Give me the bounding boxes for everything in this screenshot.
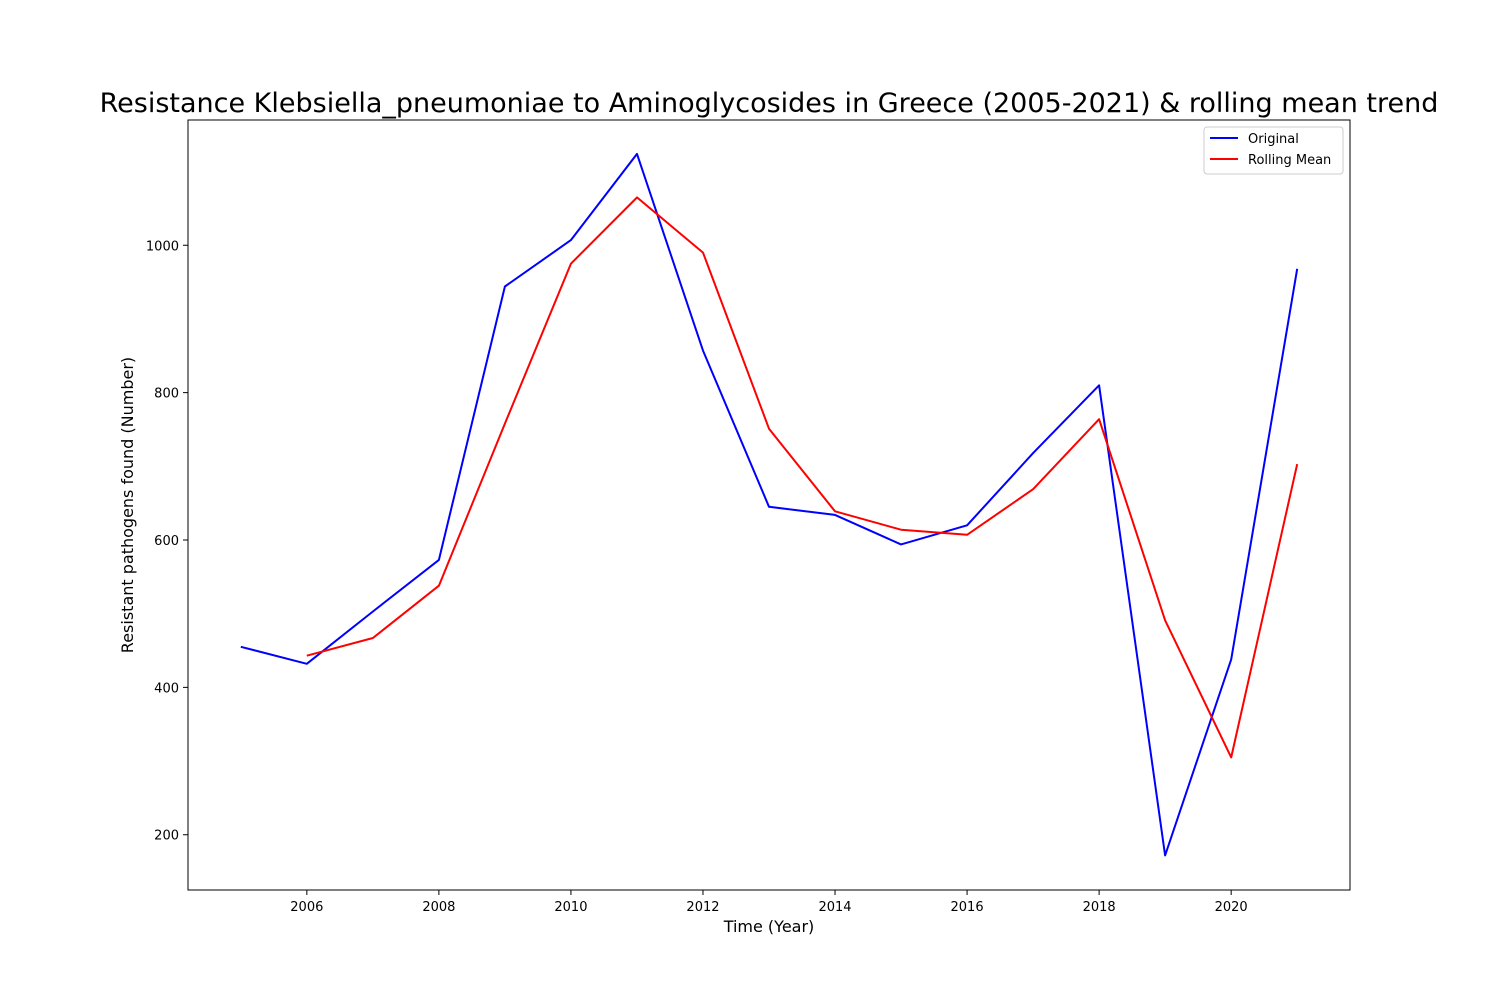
y-tick-label: 200 — [154, 829, 179, 844]
x-tick-label: 2020 — [1215, 900, 1248, 915]
series-line-rolling-mean — [306, 196, 1299, 759]
y-axis-label: Resistant pathogens found (Number) — [118, 357, 137, 653]
series-line-original — [240, 152, 1299, 857]
legend-label-original: Original — [1248, 132, 1299, 147]
x-tick-label: 2006 — [290, 900, 323, 915]
plot-area — [240, 152, 1299, 857]
y-tick-label: 600 — [154, 534, 179, 549]
x-axis-label: Time (Year) — [723, 917, 815, 936]
x-axis: 2006 2008 2010 2012 2014 2016 2018 2020 — [290, 890, 1248, 915]
legend-label-rolling-mean: Rolling Mean — [1248, 153, 1331, 168]
y-tick-label: 400 — [154, 681, 179, 696]
legend-box — [1203, 126, 1344, 175]
legend: Original Rolling Mean — [1203, 126, 1344, 175]
x-tick-label: 2010 — [554, 900, 587, 915]
x-tick-label: 2012 — [686, 900, 719, 915]
x-tick-label: 2018 — [1083, 900, 1116, 915]
x-tick-label: 2008 — [422, 900, 455, 915]
chart-title: Resistance Klebsiella_pneumoniae to Amin… — [100, 88, 1439, 119]
x-tick-label: 2016 — [951, 900, 984, 915]
y-tick-label: 1000 — [146, 239, 179, 254]
plot-frame — [187, 119, 1351, 891]
y-tick-label: 800 — [154, 387, 179, 402]
x-tick-label: 2014 — [818, 900, 851, 915]
y-axis: 200 400 600 800 1000 — [146, 239, 188, 844]
